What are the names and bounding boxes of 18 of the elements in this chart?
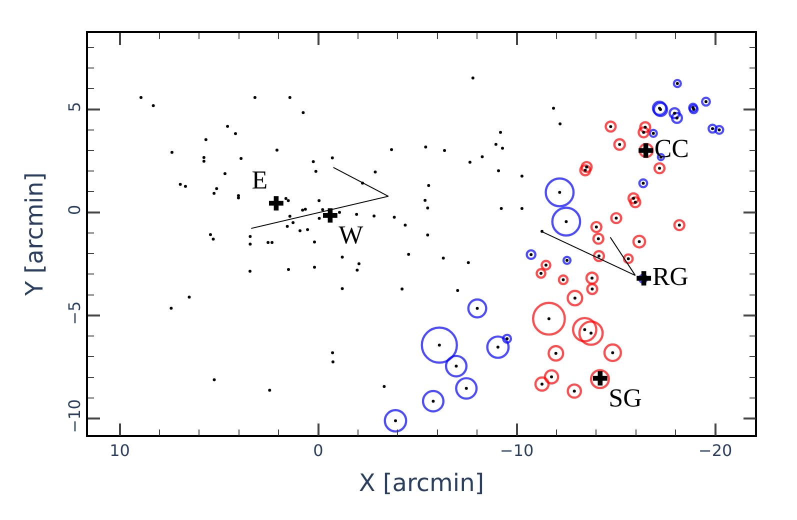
data-label: W [338, 220, 364, 250]
data-label: CC [654, 134, 690, 164]
y-tick-label: −5 [64, 301, 84, 325]
y-tick-label: 5 [64, 102, 84, 112]
data-label: SG [608, 383, 642, 412]
y-tick-label: −10 [64, 399, 84, 433]
x-tick-label: −20 [698, 440, 732, 460]
y-tick-label: 0 [64, 204, 84, 216]
point [636, 271, 652, 286]
y-axis-title: Y [arcmin] [20, 172, 48, 297]
x-tick-label: 10 [110, 440, 130, 460]
point [268, 196, 284, 210]
x-tick-label: −10 [500, 440, 534, 460]
data-label: RG [652, 262, 688, 291]
point [322, 208, 338, 223]
x-tick-label: 0 [313, 440, 324, 460]
x-axis-title: X [arcmin] [358, 468, 484, 497]
data-label: E [252, 165, 268, 194]
